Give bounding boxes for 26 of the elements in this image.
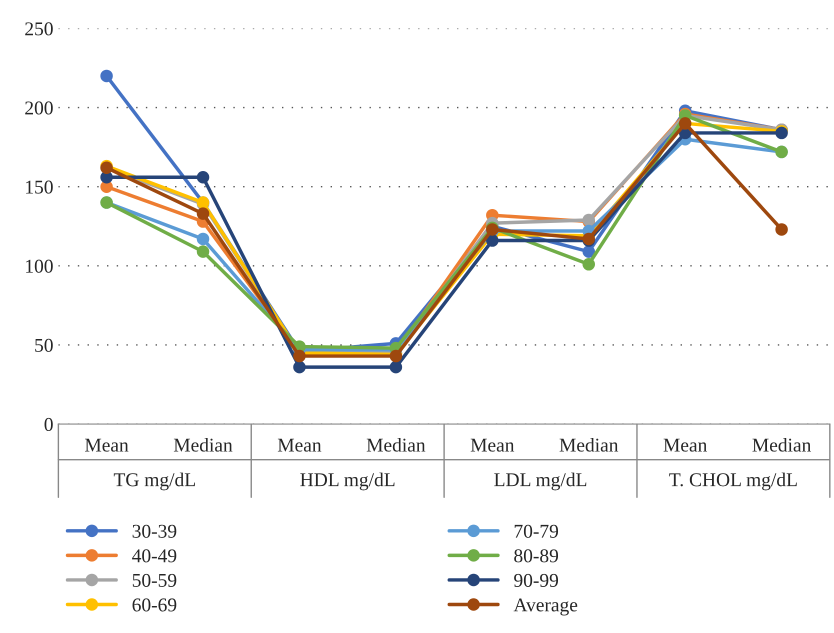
legend-label: Average — [514, 598, 578, 616]
legend-label: 50-59 — [132, 574, 176, 587]
y-tick-label: 50 — [35, 338, 53, 352]
text: TG mg/dL — [114, 472, 195, 490]
x-tick-label: Mean — [278, 438, 322, 452]
x-tick-label: Mean — [664, 438, 708, 452]
x-tick-label: Mean — [470, 438, 514, 452]
y-tick-label: 100 — [26, 260, 53, 273]
y-tick-label: 150 — [26, 180, 53, 194]
legend-label: 60-69 — [132, 598, 176, 612]
legend-label: 70-79 — [514, 524, 558, 538]
legend-label: 40-49 — [132, 549, 176, 562]
y-tick-label: 0 — [44, 418, 53, 432]
x-tick-label: Median — [174, 438, 232, 452]
x-tick-label: Mean — [85, 438, 128, 452]
y-tick-label: 200 — [25, 101, 53, 115]
legend-label: 30-39 — [132, 524, 176, 538]
text: HDL mg/dL — [300, 472, 394, 490]
x-tick-label: Median — [560, 438, 618, 452]
y-tick-label: 250 — [25, 22, 53, 36]
x-tick-label: Median — [752, 438, 812, 452]
text: LDL mg/dL — [494, 472, 586, 490]
x-tick-label: Median — [366, 438, 426, 452]
legend-label: 90-99 — [514, 574, 558, 587]
legend-label: 80-89 — [514, 549, 558, 562]
text: T. CHOL mg/dL — [669, 472, 797, 490]
